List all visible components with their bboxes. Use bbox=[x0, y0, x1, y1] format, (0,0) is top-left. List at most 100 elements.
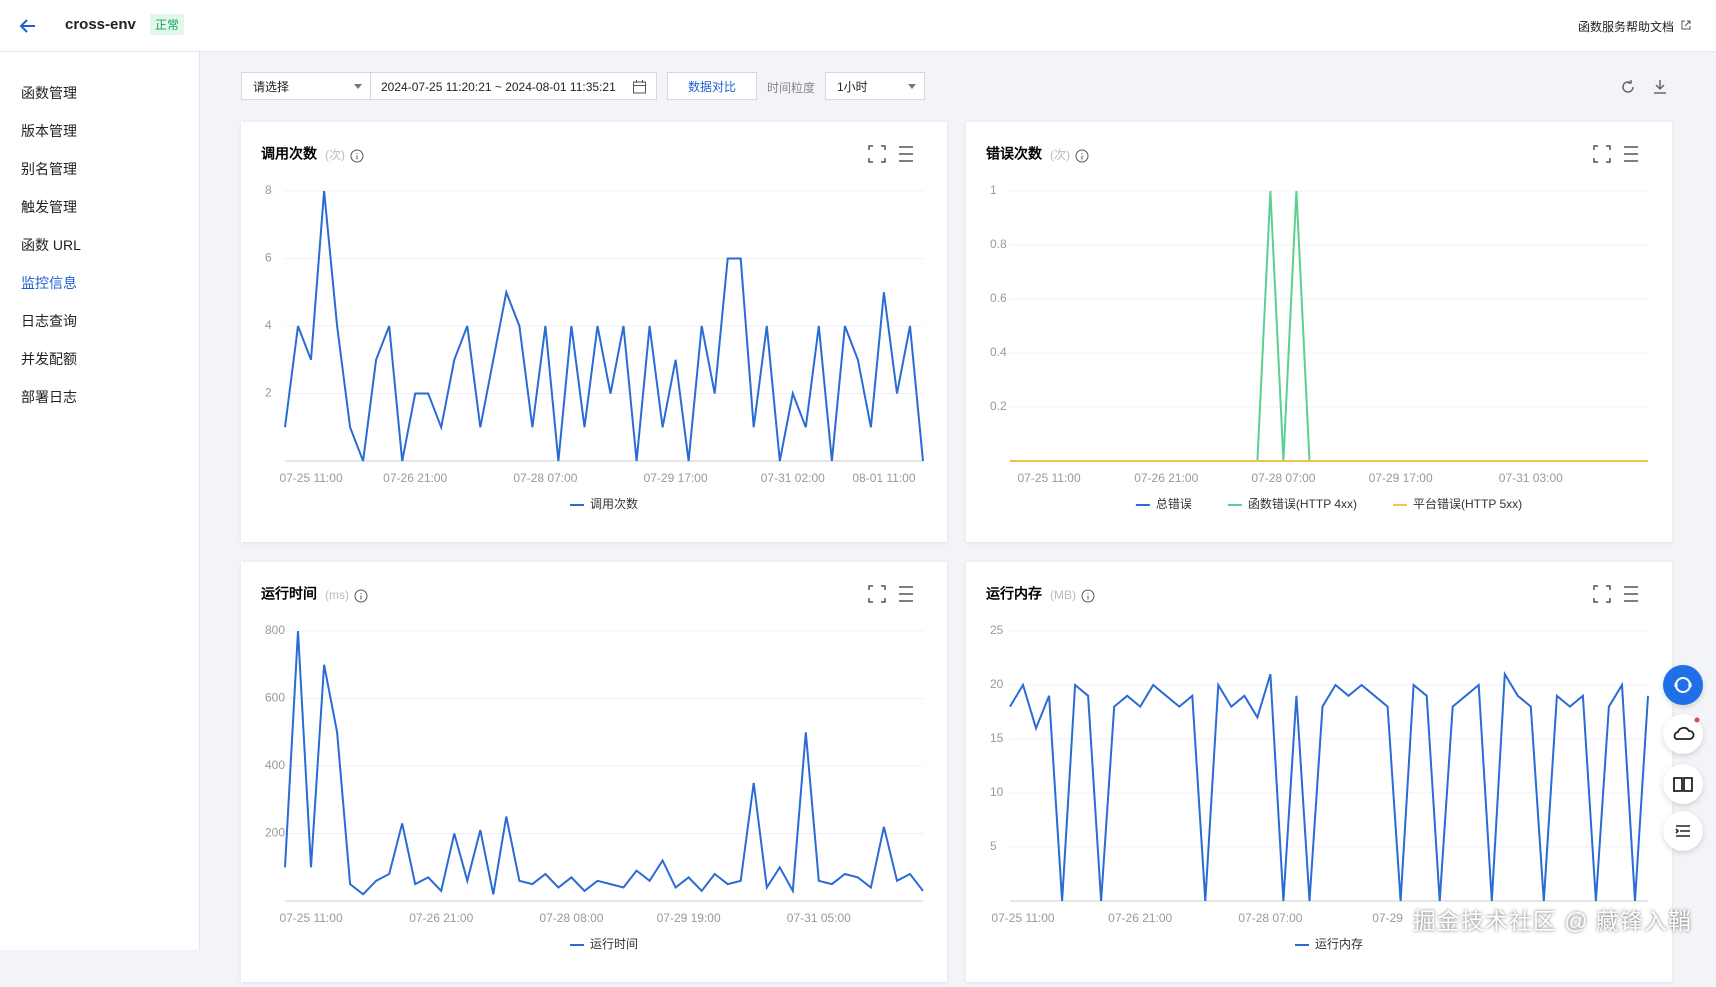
info-icon bbox=[354, 589, 368, 603]
y-tick-label: 8 bbox=[265, 183, 272, 197]
y-tick-label: 600 bbox=[265, 691, 285, 705]
x-tick-label: 07-31 03:00 bbox=[1499, 471, 1563, 485]
y-tick-label: 2 bbox=[265, 386, 272, 400]
chart-unit: (MB) bbox=[1050, 588, 1076, 602]
x-tick-label: 07-28 07:00 bbox=[513, 471, 577, 485]
chart-title: 运行时间 bbox=[261, 586, 317, 602]
series-line bbox=[284, 190, 924, 462]
x-tick-label: 07-29 19:00 bbox=[657, 911, 721, 925]
series-line bbox=[1010, 190, 1648, 462]
x-tick-label: 07-29 17:00 bbox=[1369, 471, 1433, 485]
support-button[interactable] bbox=[1663, 665, 1703, 705]
chart-title: 运行内存 bbox=[986, 586, 1042, 602]
x-tick-label: 07-31 02:00 bbox=[761, 471, 825, 485]
cloud-button[interactable] bbox=[1663, 714, 1703, 754]
chart-title: 调用次数 bbox=[261, 146, 318, 162]
info-icon bbox=[1075, 149, 1089, 163]
caret bbox=[908, 84, 916, 89]
x-tick-label: 07-25 11:00 bbox=[279, 911, 342, 925]
list-icon bbox=[1675, 825, 1690, 837]
y-tick-label: 20 bbox=[990, 677, 1004, 691]
y-tick-label: 25 bbox=[990, 623, 1004, 637]
book-icon bbox=[1673, 777, 1693, 792]
series-line bbox=[1009, 670, 1649, 902]
menu-icon bbox=[1624, 146, 1638, 162]
nav-item[interactable]: 函数 URL bbox=[21, 237, 81, 253]
y-tick-label: 400 bbox=[265, 758, 285, 772]
expand-icon bbox=[868, 585, 886, 603]
x-tick-label: 07-25 11:00 bbox=[991, 911, 1054, 925]
x-tick-label: 07-31 05:00 bbox=[787, 911, 851, 925]
menu-icon bbox=[899, 146, 913, 162]
y-tick-label: 4 bbox=[265, 318, 272, 332]
expand-icon bbox=[868, 145, 886, 163]
nav-item[interactable]: 监控信息 bbox=[21, 275, 77, 291]
legend-item: 运行时间 bbox=[569, 937, 638, 951]
docs-button[interactable] bbox=[1663, 764, 1703, 804]
legend-item: 调用次数 bbox=[569, 496, 638, 511]
x-tick-label: 07-28 07:00 bbox=[1238, 911, 1302, 925]
series-line bbox=[284, 630, 924, 896]
expand-icon bbox=[1593, 585, 1611, 603]
legend-label: 运行时间 bbox=[590, 937, 638, 951]
download-button[interactable] bbox=[1651, 78, 1669, 96]
nav-item[interactable]: 函数管理 bbox=[21, 85, 77, 101]
legend-item: 函数错误(HTTP 4xx) bbox=[1227, 496, 1357, 511]
watermark: 掘金技术社区 @ 藏锋入鞘 bbox=[1412, 908, 1692, 934]
legend-label: 运行内存 bbox=[1315, 937, 1363, 951]
list-button[interactable] bbox=[1663, 811, 1703, 851]
x-tick-label: 07-28 07:00 bbox=[1251, 471, 1315, 485]
x-tick-label: 08-01 11:00 bbox=[852, 471, 915, 485]
chart-unit: (次) bbox=[1050, 148, 1070, 162]
nav-item[interactable]: 版本管理 bbox=[21, 123, 77, 139]
x-tick-label: 07-29 bbox=[1372, 911, 1403, 925]
chart-panel: 调用次数 (次) 2 4 6 8 07-25 11:00 07-26 21:00 07-28 0… bbox=[241, 122, 947, 542]
compare-button[interactable]: 数据对比 bbox=[667, 72, 757, 100]
granularity-select[interactable]: 1小时 bbox=[825, 72, 925, 100]
refresh-button[interactable] bbox=[1619, 78, 1637, 96]
y-tick-label: 1 bbox=[990, 183, 997, 197]
legend-item: 平台错误(HTTP 5xx) bbox=[1393, 496, 1522, 511]
function-name: cross-env bbox=[65, 16, 136, 33]
y-tick-label: 6 bbox=[265, 251, 272, 265]
legend-label: 平台错误(HTTP 5xx) bbox=[1413, 496, 1522, 511]
chart-panel: 运行时间 (ms) 200 400 600 800 07-25 11:00 07-26 21:… bbox=[241, 562, 947, 982]
chart-unit: (次) bbox=[325, 148, 345, 162]
y-tick-label: 0.8 bbox=[990, 237, 1007, 251]
legend-label: 函数错误(HTTP 4xx) bbox=[1248, 496, 1357, 511]
chart-panel: 错误次数 (次) 0.2 0.4 0.6 0.8 1 07-25 11:00 07-26 21:… bbox=[966, 122, 1672, 542]
nav-item[interactable]: 日志查询 bbox=[21, 313, 77, 329]
chart: 运行内存 (MB) 5 10 15 20 25 07-25 11:00 07-26 21:00 0… bbox=[986, 585, 1649, 951]
date-range[interactable]: 2024-07-25 11:20:21 ~ 2024-08-01 11:35:2… bbox=[370, 72, 657, 100]
chart: 调用次数 (次) 2 4 6 8 07-25 11:00 07-26 21:00 07-28 0… bbox=[261, 145, 924, 511]
menu-icon bbox=[1624, 586, 1638, 602]
y-tick-label: 800 bbox=[265, 623, 285, 637]
x-tick-label: 07-26 21:00 bbox=[383, 471, 447, 485]
chart-title: 错误次数 bbox=[986, 146, 1043, 162]
granularity-label: 时间粒度 bbox=[767, 81, 816, 95]
expand-icon bbox=[1593, 145, 1611, 163]
cloud-icon bbox=[1673, 717, 1700, 740]
nav-item[interactable]: 触发管理 bbox=[21, 199, 77, 215]
select[interactable]: 请选择 bbox=[241, 72, 371, 100]
x-tick-label: 07-28 08:00 bbox=[539, 911, 603, 925]
back-button[interactable] bbox=[18, 16, 38, 36]
help-link[interactable]: 函数服务帮助文档 bbox=[1578, 20, 1675, 34]
chart-panel: 运行内存 (MB) 5 10 15 20 25 07-25 11:00 07-26 21:00 0… bbox=[966, 562, 1672, 982]
caret bbox=[354, 84, 362, 89]
support-icon bbox=[1674, 677, 1692, 693]
sidebar: 函数管理版本管理别名管理触发管理函数 URL 监控信息日志查询并发配额部署日志 bbox=[0, 52, 200, 950]
nav-item[interactable]: 并发配额 bbox=[21, 351, 77, 367]
y-tick-label: 15 bbox=[990, 731, 1004, 745]
nav-item[interactable]: 别名管理 bbox=[21, 161, 77, 177]
y-tick-label: 0.6 bbox=[990, 291, 1007, 305]
y-tick-label: 0.4 bbox=[990, 345, 1007, 359]
legend-label: 总错误 bbox=[1156, 497, 1192, 511]
x-tick-label: 07-26 21:00 bbox=[1108, 911, 1172, 925]
chart: 运行时间 (ms) 200 400 600 800 07-25 11:00 07-26 21:… bbox=[261, 585, 924, 951]
y-tick-label: 10 bbox=[990, 785, 1004, 799]
select-text: 请选择 bbox=[253, 80, 290, 94]
external-icon bbox=[1681, 20, 1691, 30]
nav-item[interactable]: 部署日志 bbox=[21, 389, 77, 405]
chart: 错误次数 (次) 0.2 0.4 0.6 0.8 1 07-25 11:00 07-26 21:… bbox=[986, 145, 1648, 511]
